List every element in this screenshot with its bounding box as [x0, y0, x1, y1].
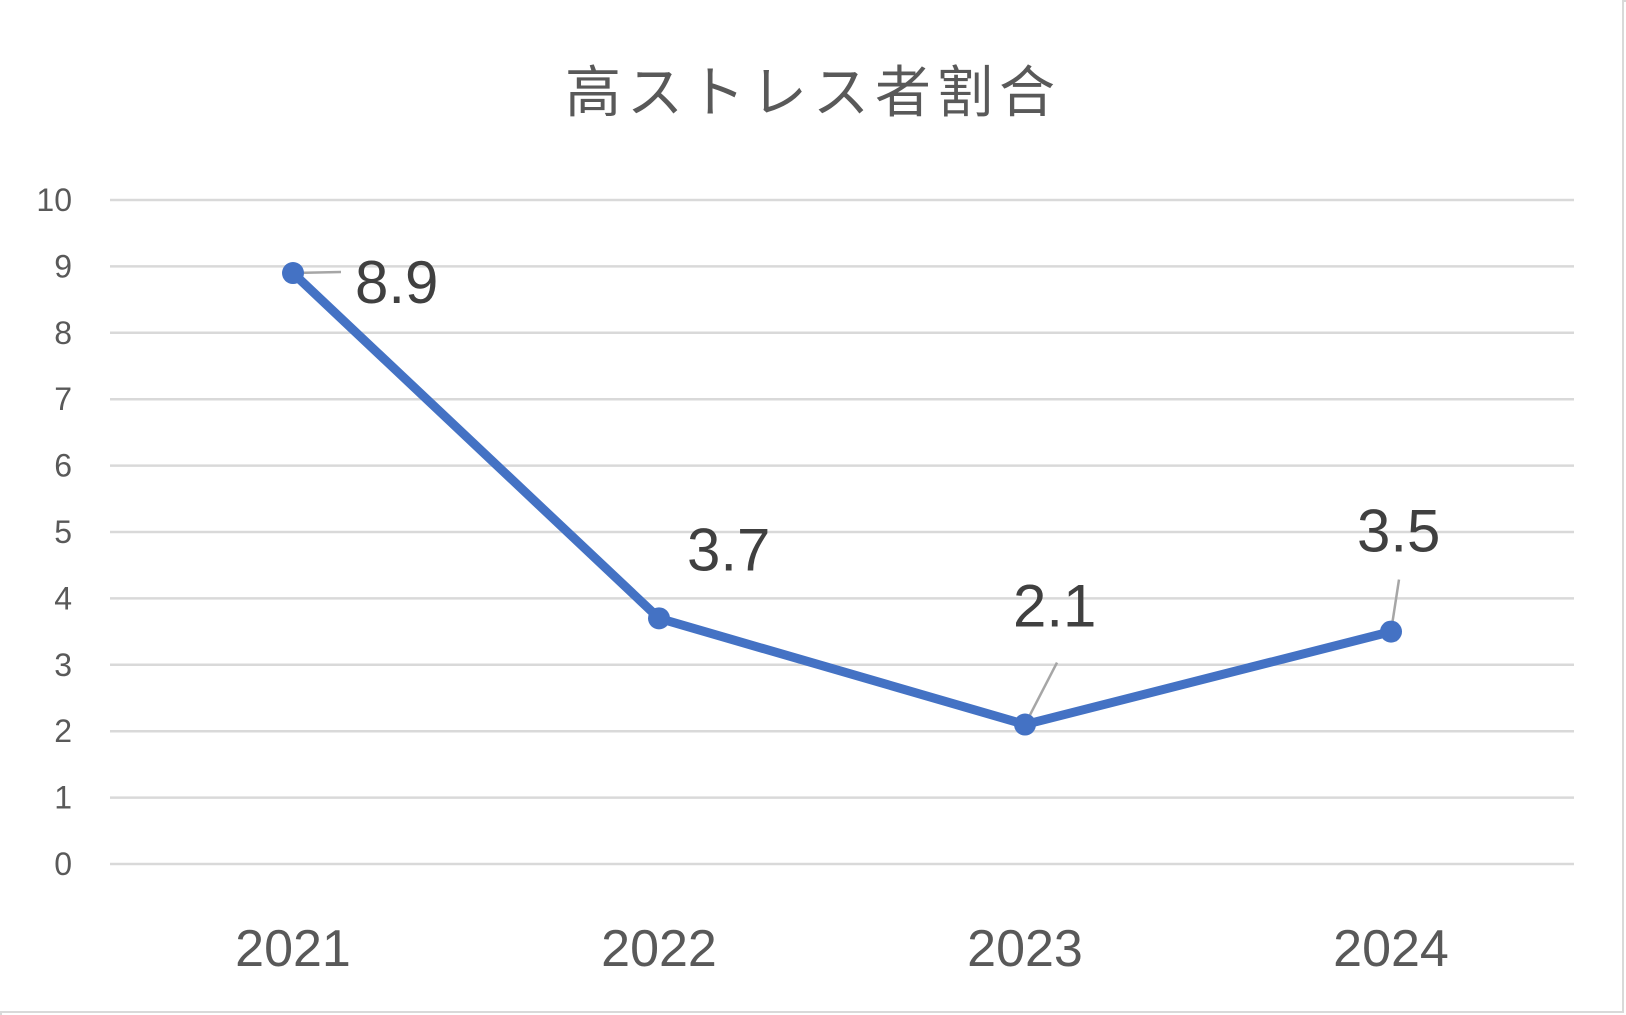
y-tick-label: 10	[36, 182, 72, 218]
chart-title[interactable]: 高ストレス者割合	[565, 61, 1061, 126]
data-point-marker[interactable]	[282, 262, 304, 285]
data-point-marker[interactable]	[1380, 620, 1402, 643]
x-tick-label: 2022	[601, 920, 717, 978]
y-tick-label: 2	[54, 713, 72, 749]
x-tick-label: 2023	[967, 920, 1083, 978]
y-tick-label: 1	[54, 780, 72, 816]
y-tick-label: 6	[54, 448, 72, 484]
y-tick-label: 8	[54, 315, 72, 351]
y-tick-label: 9	[54, 248, 72, 284]
y-tick-label: 4	[54, 580, 72, 616]
data-point-marker[interactable]	[648, 607, 670, 630]
data-label: 3.5	[1357, 498, 1440, 565]
y-tick-label: 7	[54, 381, 72, 417]
data-line[interactable]	[288, 268, 1396, 730]
data-label: 2.1	[1013, 573, 1096, 640]
y-tick-label: 0	[54, 846, 72, 882]
y-tick-label: 3	[54, 647, 72, 683]
data-label: 8.9	[355, 249, 438, 316]
y-tick-label: 5	[54, 514, 72, 550]
x-tick-label: 2021	[235, 920, 351, 978]
x-tick-label: 2024	[1333, 920, 1449, 978]
data-point-marker[interactable]	[1014, 713, 1036, 736]
leader-line	[1023, 661, 1059, 726]
data-label: 3.7	[687, 516, 770, 583]
